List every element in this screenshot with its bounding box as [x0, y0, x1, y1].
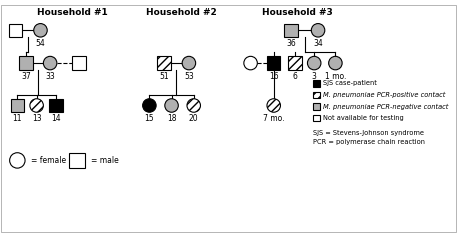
Text: PCR = polymerase chain reaction: PCR = polymerase chain reaction: [313, 139, 425, 145]
Text: 11: 11: [13, 114, 22, 123]
Text: 33: 33: [45, 72, 55, 81]
Text: 13: 13: [32, 114, 41, 123]
Circle shape: [30, 99, 43, 112]
Text: 53: 53: [184, 72, 194, 81]
Circle shape: [308, 56, 321, 70]
Text: 16: 16: [269, 72, 279, 81]
Bar: [288, 56, 301, 70]
Circle shape: [43, 56, 57, 70]
Text: Household #3: Household #3: [262, 8, 333, 17]
Text: SJS case-patient: SJS case-patient: [323, 80, 377, 86]
Bar: [19, 56, 33, 70]
Bar: [157, 56, 171, 70]
Text: 54: 54: [36, 39, 46, 48]
Bar: [72, 56, 86, 70]
Text: M. pneumoniae PCR-positive contact: M. pneumoniae PCR-positive contact: [323, 92, 445, 98]
Circle shape: [311, 23, 325, 37]
Circle shape: [267, 99, 281, 112]
Bar: [10, 99, 24, 112]
Circle shape: [187, 99, 201, 112]
Text: SJS = Stevens-Johnson syndrome: SJS = Stevens-Johnson syndrome: [313, 130, 424, 137]
Text: = female: = female: [31, 156, 66, 165]
Text: 51: 51: [159, 72, 169, 81]
Circle shape: [34, 23, 47, 37]
Text: = male: = male: [91, 156, 118, 165]
Circle shape: [244, 56, 257, 70]
Bar: [69, 153, 85, 168]
Bar: [49, 99, 63, 112]
Circle shape: [143, 99, 156, 112]
Circle shape: [328, 56, 342, 70]
Text: 36: 36: [286, 39, 296, 48]
Text: 14: 14: [51, 114, 61, 123]
Text: 37: 37: [21, 72, 31, 81]
Circle shape: [165, 99, 178, 112]
Bar: [313, 80, 320, 87]
Bar: [313, 103, 320, 110]
Text: 1 mo.: 1 mo.: [325, 72, 346, 81]
Text: 20: 20: [189, 114, 199, 123]
Bar: [313, 91, 320, 98]
Text: 34: 34: [313, 39, 323, 48]
Text: Household #2: Household #2: [146, 8, 217, 17]
Text: 18: 18: [167, 114, 176, 123]
Circle shape: [182, 56, 196, 70]
Bar: [284, 23, 298, 37]
Text: Household #1: Household #1: [36, 8, 108, 17]
Bar: [9, 23, 22, 37]
Text: M. pneumoniae PCR-negative contact: M. pneumoniae PCR-negative contact: [323, 103, 448, 109]
Text: 7 mo.: 7 mo.: [263, 114, 284, 123]
Bar: [267, 56, 281, 70]
Text: Not available for testing: Not available for testing: [323, 115, 404, 121]
Bar: [313, 115, 320, 121]
Text: 15: 15: [145, 114, 154, 123]
Circle shape: [9, 153, 25, 168]
Text: 6: 6: [292, 72, 297, 81]
Text: 3: 3: [312, 72, 317, 81]
